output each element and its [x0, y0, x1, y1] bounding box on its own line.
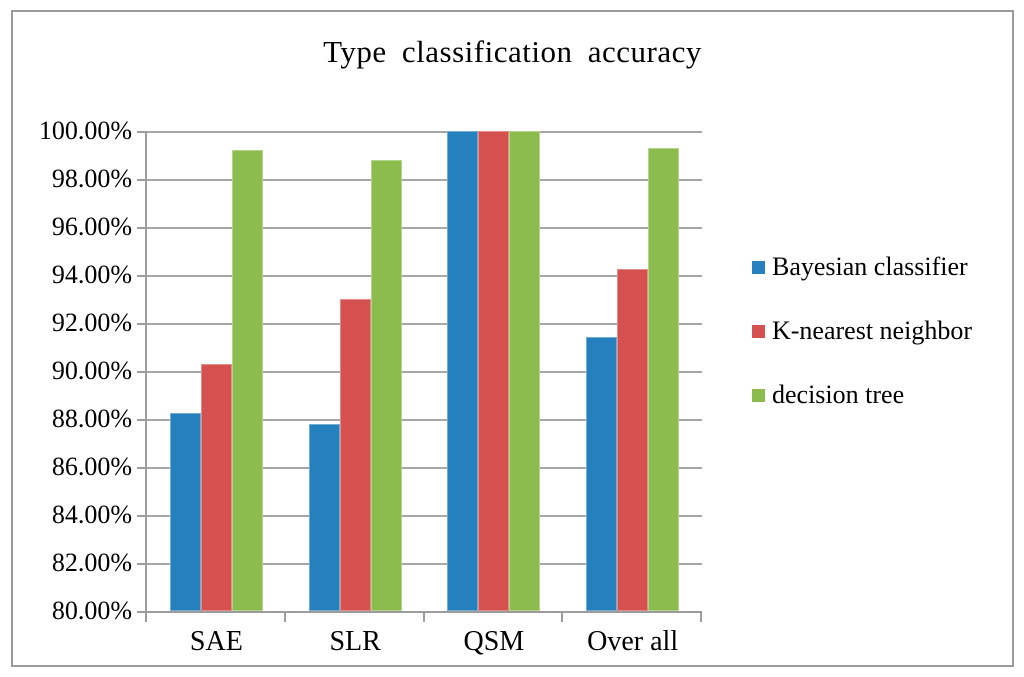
- legend-item: K-nearest neighbor: [752, 316, 972, 345]
- legend-item: Bayesian classifier: [752, 252, 972, 281]
- bar-k-nearest-neighbor-sae: [200, 363, 232, 611]
- legend-item: decision tree: [752, 380, 972, 409]
- bar-decision-tree-slr: [370, 159, 402, 611]
- gridline: [147, 467, 702, 469]
- bar-decision-tree-sae: [231, 150, 263, 611]
- y-tick-mark: [137, 227, 145, 229]
- bar-bayesian-classifier-slr: [308, 423, 340, 611]
- legend-swatch: [752, 388, 765, 402]
- bar-k-nearest-neighbor-qsm: [478, 131, 510, 611]
- legend: Bayesian classifier K-nearest neighbor dec…: [752, 252, 972, 446]
- y-tick-label: 84.00%: [51, 500, 132, 529]
- y-tick-mark: [137, 515, 145, 517]
- bar-bayesian-classifier-qsm: [447, 131, 479, 611]
- legend-swatch: [752, 260, 765, 274]
- bar-decision-tree-qsm: [509, 131, 541, 611]
- y-tick-label: 82.00%: [51, 548, 132, 577]
- x-tick-mark: [283, 613, 286, 622]
- gridline: [147, 371, 702, 373]
- legend-label: decision tree: [772, 380, 905, 409]
- gridline: [147, 323, 702, 325]
- legend-label: Bayesian classifier: [772, 252, 968, 281]
- bar-bayesian-classifier-over-all: [586, 337, 618, 611]
- gridline: [147, 227, 702, 229]
- y-tick-label: 90.00%: [51, 356, 132, 385]
- legend-swatch: [752, 324, 765, 338]
- y-tick-label: 88.00%: [51, 404, 132, 433]
- x-axis-label: SLR: [329, 626, 381, 657]
- x-tick-mark: [561, 613, 564, 622]
- y-tick-label: 92.00%: [51, 308, 132, 337]
- y-tick-label: 94.00%: [51, 260, 132, 289]
- bar-k-nearest-neighbor-slr: [339, 299, 371, 611]
- y-tick-mark: [137, 467, 145, 469]
- gridline: [147, 563, 702, 565]
- y-tick-mark: [137, 275, 145, 277]
- y-tick-label: 98.00%: [51, 164, 132, 193]
- y-tick-label: 80.00%: [51, 596, 132, 625]
- y-tick-mark: [137, 371, 145, 373]
- legend-label: K-nearest neighbor: [772, 316, 972, 345]
- x-tick-mark: [700, 613, 702, 622]
- x-axis-label: SAE: [189, 626, 243, 657]
- y-tick-mark: [137, 179, 145, 181]
- y-tick-mark: [137, 419, 145, 421]
- bar-decision-tree-over-all: [648, 147, 680, 611]
- gridline: [147, 419, 702, 421]
- x-tick-mark: [145, 613, 147, 622]
- gridline: [147, 179, 702, 181]
- y-tick-mark: [137, 563, 145, 565]
- x-axis-label: Over all: [587, 626, 679, 657]
- y-tick-label: 96.00%: [51, 212, 132, 241]
- y-tick-mark: [137, 131, 145, 133]
- chart-title: Type classification accuracy: [323, 34, 702, 69]
- bar-k-nearest-neighbor-over-all: [617, 269, 649, 611]
- y-tick-mark: [137, 611, 145, 613]
- bar-bayesian-classifier-sae: [169, 413, 201, 611]
- x-tick-mark: [422, 613, 425, 622]
- y-tick-mark: [137, 323, 145, 325]
- y-tick-label: 100.00%: [38, 116, 132, 145]
- y-tick-label: 86.00%: [51, 452, 132, 481]
- plot-area: [145, 131, 702, 613]
- gridline: [147, 515, 702, 517]
- x-axis-label: QSM: [463, 626, 525, 657]
- gridline: [147, 131, 702, 133]
- gridline: [147, 275, 702, 277]
- chart-figure: Type classification accuracy Bayesian cl…: [11, 10, 1014, 667]
